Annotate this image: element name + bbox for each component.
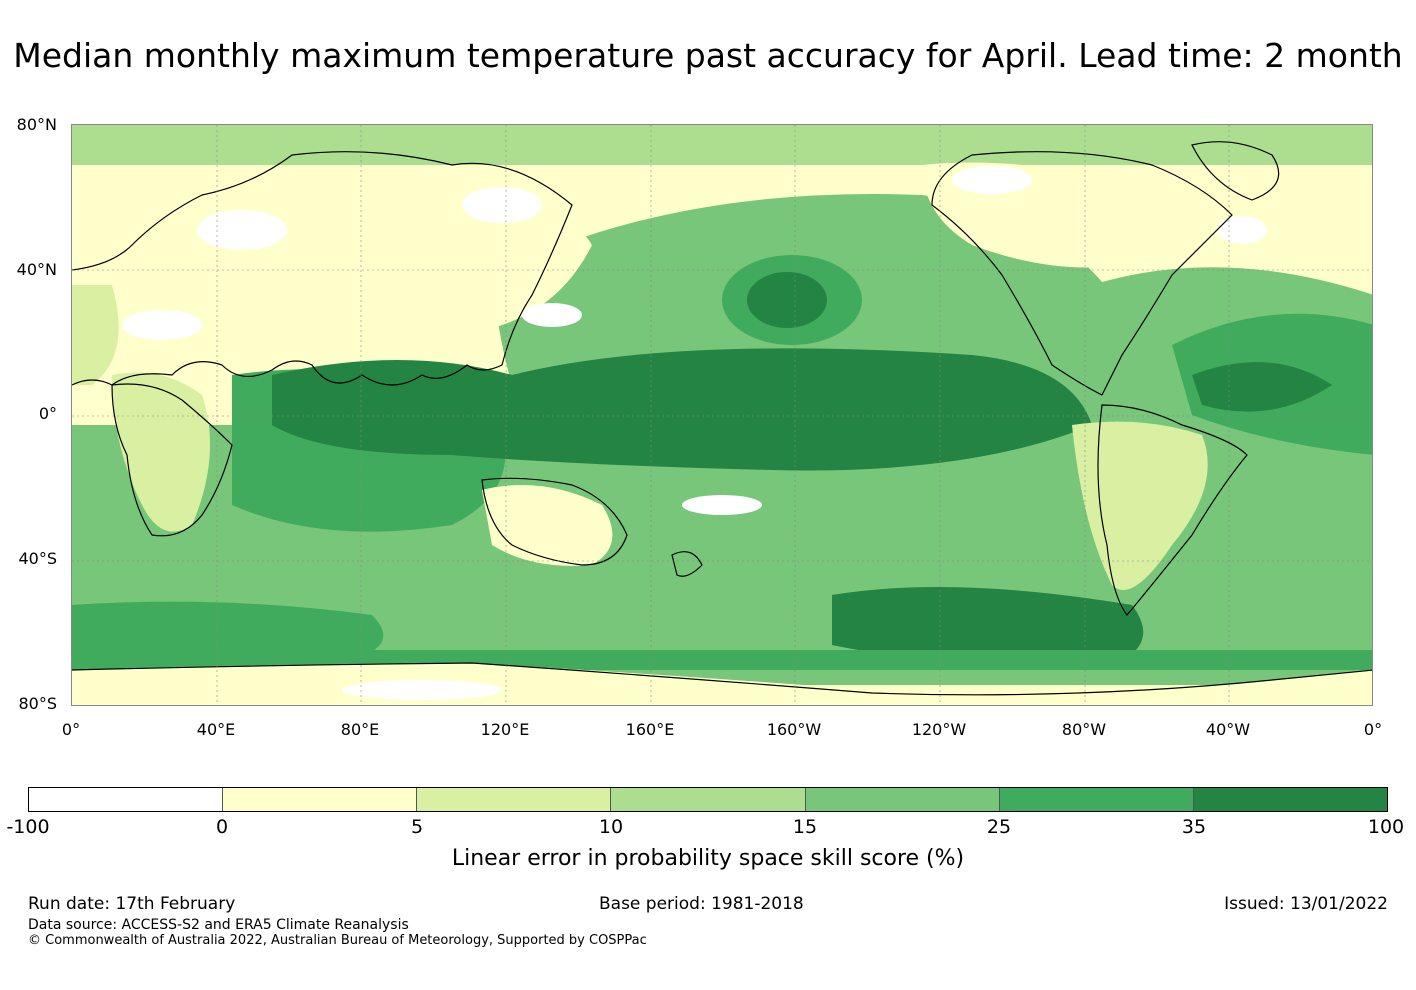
map-title: Median monthly maximum temperature past … [13, 36, 1403, 75]
colorbar-tick: 100 [1367, 816, 1405, 838]
lon-label-120w: 120°W [911, 720, 967, 739]
colorbar-segment-2 [223, 788, 418, 811]
colorbar-tick: -100 [6, 816, 50, 838]
lon-label-80w: 80°W [1061, 720, 1107, 739]
lat-label-40n: 40°N [16, 260, 57, 279]
lon-label-0-right: 0° [1363, 720, 1383, 739]
colorbar-segment-1 [29, 788, 224, 811]
lon-label-160w: 160°W [766, 720, 822, 739]
base-period: Base period: 1981-2018 [599, 894, 804, 914]
colorbar-tick: 5 [410, 816, 424, 838]
colorbar-tick: 10 [598, 816, 624, 838]
map-canvas [72, 125, 1372, 705]
colorbar-tick: 0 [215, 816, 229, 838]
lon-label-80e: 80°E [340, 720, 380, 739]
lat-label-0: 0° [38, 404, 57, 423]
lat-label-80s: 80°S [18, 694, 57, 713]
colorbar-tick: 35 [1181, 816, 1207, 838]
colorbar-label: Linear error in probability space skill … [451, 846, 965, 871]
lon-label-120e: 120°E [480, 720, 530, 739]
colorbar-segment-4 [611, 788, 806, 811]
colorbar-segment-7 [1193, 788, 1387, 811]
copyright: © Commonwealth of Australia 2022, Austra… [28, 933, 647, 948]
colorbar-segment-5 [805, 788, 1000, 811]
run-date: Run date: 17th February [28, 894, 236, 914]
skill-score-map [71, 124, 1373, 706]
lon-label-160e: 160°E [625, 720, 675, 739]
issued-date: Issued: 13/01/2022 [1224, 894, 1388, 914]
colorbar-segment-6 [999, 788, 1194, 811]
colorbar-tick: 25 [986, 816, 1012, 838]
lon-label-0: 0° [61, 720, 81, 739]
colorbar-segment-3 [417, 788, 612, 811]
colorbar [28, 787, 1388, 812]
lat-label-40s: 40°S [18, 549, 57, 568]
lon-label-40e: 40°E [196, 720, 236, 739]
lon-label-40w: 40°W [1205, 720, 1251, 739]
lat-label-80n: 80°N [16, 115, 57, 134]
data-source: Data source: ACCESS-S2 and ERA5 Climate … [28, 917, 409, 933]
colorbar-tick: 15 [792, 816, 818, 838]
